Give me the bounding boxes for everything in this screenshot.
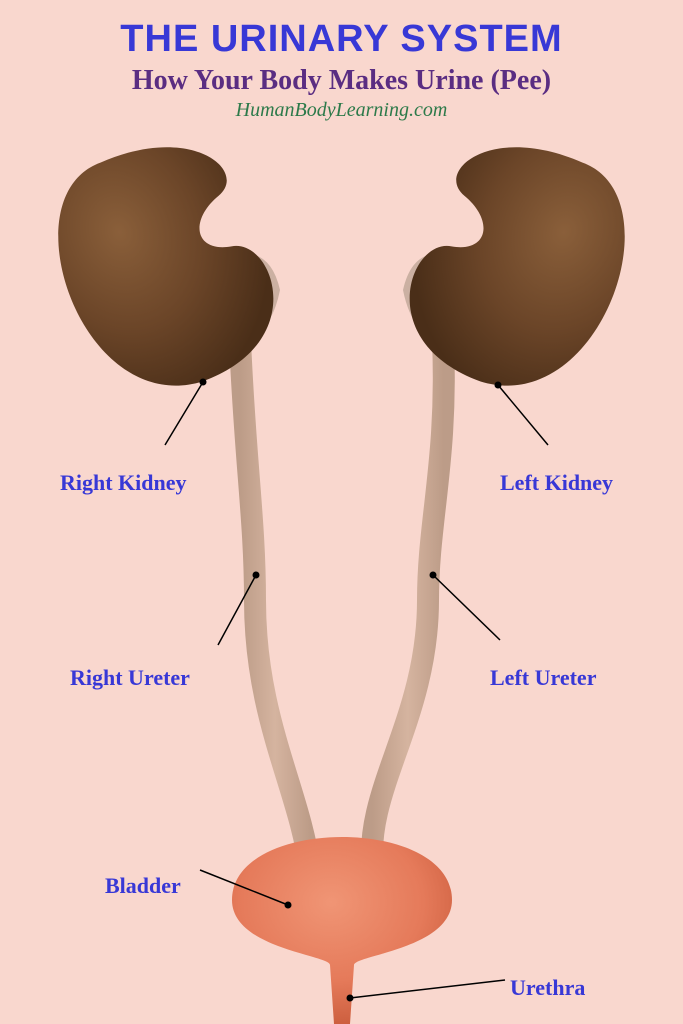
anatomy-label: Bladder — [105, 873, 181, 899]
anatomy-diagram — [0, 0, 683, 1024]
anatomy-label: Left Ureter — [490, 665, 596, 691]
anatomy-label: Right Kidney — [60, 470, 187, 496]
anatomy-label: Urethra — [510, 975, 585, 1001]
anatomy-label: Left Kidney — [500, 470, 613, 496]
kidneys-group — [31, 121, 653, 414]
anatomy-label: Right Ureter — [70, 665, 190, 691]
bladder-group — [232, 837, 452, 1024]
ureters-group — [240, 340, 444, 870]
